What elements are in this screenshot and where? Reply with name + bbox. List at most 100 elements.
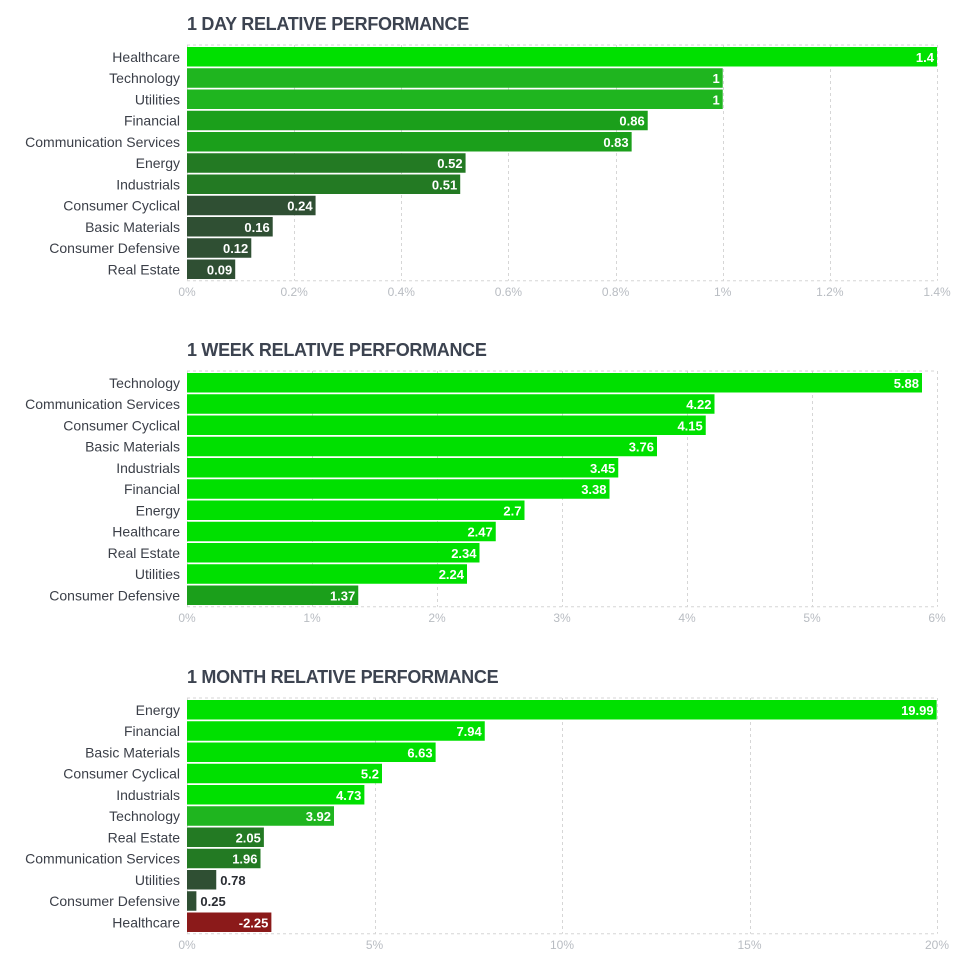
chart-1-month-category-communication-services: Communication Services bbox=[25, 851, 180, 867]
chart-1-day-category-utilities: Utilities bbox=[135, 91, 180, 107]
chart-1-month-value-healthcare: -2.25 bbox=[239, 915, 269, 930]
chart-1-week-bar-technology[interactable] bbox=[187, 373, 922, 393]
chart-1-week-bar-consumer-defensive[interactable] bbox=[187, 585, 359, 606]
chart-1-month-bar-technology[interactable] bbox=[187, 806, 334, 826]
chart-1-week-category-industrials: Industrials bbox=[116, 460, 180, 476]
chart-1-week-bar-healthcare[interactable] bbox=[187, 521, 496, 542]
chart-1-day-value-communication-services: 0.83 bbox=[603, 135, 628, 150]
chart-1-week-bar-real-estate[interactable] bbox=[187, 543, 480, 563]
chart-1-week-value-technology: 5.88 bbox=[894, 376, 919, 391]
chart-1-week-value-financial: 3.38 bbox=[581, 482, 606, 497]
chart-1-day-tick-label: 0% bbox=[178, 285, 196, 299]
chart-1-day-value-consumer-cyclical: 0.24 bbox=[287, 199, 313, 214]
chart-1-week-bar-consumer-cyclical[interactable] bbox=[187, 415, 706, 436]
chart-1-month-bar-financial[interactable] bbox=[187, 721, 485, 741]
chart-1-day-bar-consumer-defensive[interactable] bbox=[187, 238, 252, 258]
chart-1-day-value-energy: 0.52 bbox=[437, 156, 462, 171]
chart-1-week-value-energy: 2.7 bbox=[503, 503, 521, 518]
chart-1-week-tick-label: 0% bbox=[178, 611, 196, 625]
chart-1-week-tick-label: 6% bbox=[928, 611, 946, 625]
chart-1-month-category-real-estate: Real Estate bbox=[108, 829, 181, 845]
chart-1-day-title: 1 DAY RELATIVE PERFORMANCE bbox=[187, 14, 469, 34]
chart-1-day-bar-energy[interactable] bbox=[187, 153, 466, 173]
chart-1-month-category-consumer-defensive: Consumer Defensive bbox=[49, 893, 180, 909]
chart-1-day-bar-healthcare[interactable] bbox=[187, 47, 937, 67]
chart-1-week-category-utilities: Utilities bbox=[135, 566, 180, 582]
chart-1-day-value-consumer-defensive: 0.12 bbox=[223, 241, 248, 256]
chart-1-month-bar-basic-materials[interactable] bbox=[187, 742, 436, 763]
chart-1-month-bar-energy[interactable] bbox=[187, 700, 937, 720]
chart-1-week: 1 WEEK RELATIVE PERFORMANCE 0% 1% 2% 3% 4% 5% 6… bbox=[0, 326, 968, 650]
chart-1-day-tick-label: 1.4% bbox=[923, 285, 951, 299]
chart-1-day-bar-utilities[interactable] bbox=[187, 89, 723, 110]
chart-1-day-bar-financial[interactable] bbox=[187, 110, 648, 131]
chart-1-week-value-utilities: 2.24 bbox=[439, 567, 465, 582]
chart-1-week-bar-industrials[interactable] bbox=[187, 458, 619, 478]
chart-1-month-category-technology: Technology bbox=[109, 808, 180, 824]
chart-1-day-bar-consumer-cyclical[interactable] bbox=[187, 195, 316, 216]
chart-1-week-category-basic-materials: Basic Materials bbox=[85, 439, 180, 455]
chart-1-month: 1 MONTH RELATIVE PERFORMANCE 0% 5% 10% 15% 20… bbox=[0, 653, 968, 972]
chart-1-week-category-financial: Financial bbox=[124, 481, 180, 497]
chart-1-week-tick-label: 1% bbox=[303, 611, 321, 625]
chart-1-day-bar-real-estate[interactable] bbox=[187, 259, 236, 280]
chart-1-month-tick-label: 10% bbox=[550, 938, 574, 952]
chart-1-week-bar-financial[interactable] bbox=[187, 479, 610, 499]
chart-1-day-value-real-estate: 0.09 bbox=[207, 262, 232, 277]
chart-1-month-category-financial: Financial bbox=[124, 723, 180, 739]
chart-1-day-category-consumer-defensive: Consumer Defensive bbox=[49, 240, 180, 256]
chart-1-day-category-healthcare: Healthcare bbox=[112, 49, 180, 65]
chart-1-week-category-real-estate: Real Estate bbox=[108, 545, 181, 561]
chart-1-week-bar-utilities[interactable] bbox=[187, 564, 467, 584]
chart-1-week-value-industrials: 3.45 bbox=[590, 461, 615, 476]
chart-1-day: 1 DAY RELATIVE PERFORMANCE 0% 0.2% 0.4% 0.6%… bbox=[0, 0, 968, 324]
chart-1-month-value-consumer-defensive: 0.25 bbox=[200, 894, 225, 909]
chart-1-day-tick-label: 0.8% bbox=[602, 285, 630, 299]
chart-1-month-bar-industrials[interactable] bbox=[187, 785, 365, 805]
chart-1-week-bar-basic-materials[interactable] bbox=[187, 436, 657, 457]
chart-1-month-bar-communication-services[interactable] bbox=[187, 848, 261, 869]
chart-1-month-category-consumer-cyclical: Consumer Cyclical bbox=[63, 766, 180, 782]
chart-1-month-tick-label: 15% bbox=[737, 938, 761, 952]
chart-1-month-bar-consumer-defensive[interactable] bbox=[187, 891, 197, 911]
chart-1-week-bar-communication-services[interactable] bbox=[187, 394, 715, 414]
chart-1-day-category-financial: Financial bbox=[124, 113, 180, 129]
chart-1-day-bar-communication-services[interactable] bbox=[187, 132, 632, 152]
chart-1-day-svg: 1 DAY RELATIVE PERFORMANCE 0% 0.2% 0.4% 0.6%… bbox=[25, 14, 951, 299]
chart-1-month-title: 1 MONTH RELATIVE PERFORMANCE bbox=[187, 667, 499, 687]
chart-1-day-bar-basic-materials[interactable] bbox=[187, 217, 273, 237]
chart-1-week-value-communication-services: 4.22 bbox=[686, 397, 711, 412]
chart-1-week-svg: 1 WEEK RELATIVE PERFORMANCE 0% 1% 2% 3% 4% 5% 6… bbox=[25, 340, 946, 625]
chart-1-week-value-basic-materials: 3.76 bbox=[629, 440, 654, 455]
chart-1-month-value-communication-services: 1.96 bbox=[232, 852, 257, 867]
chart-1-month-value-consumer-cyclical: 5.2 bbox=[361, 767, 379, 782]
chart-1-day-bar-industrials[interactable] bbox=[187, 174, 461, 195]
chart-1-day-value-healthcare: 1.4 bbox=[916, 50, 935, 65]
chart-1-week-value-real-estate: 2.34 bbox=[451, 546, 477, 561]
chart-1-week-category-technology: Technology bbox=[109, 375, 180, 391]
chart-1-month-bar-healthcare[interactable] bbox=[187, 912, 272, 933]
chart-1-month-bar-consumer-cyclical[interactable] bbox=[187, 763, 382, 784]
chart-1-month-value-financial: 7.94 bbox=[456, 724, 482, 739]
chart-1-day-value-basic-materials: 0.16 bbox=[244, 220, 269, 235]
chart-1-day-tick-label: 0.4% bbox=[388, 285, 416, 299]
chart-1-day-tick-label: 1% bbox=[714, 285, 732, 299]
chart-1-day-category-real-estate: Real Estate bbox=[108, 261, 181, 277]
chart-1-week-category-healthcare: Healthcare bbox=[112, 524, 180, 540]
chart-1-week-title: 1 WEEK RELATIVE PERFORMANCE bbox=[187, 340, 487, 360]
chart-1-month-tick-label: 5% bbox=[366, 938, 384, 952]
chart-1-month-category-industrials: Industrials bbox=[116, 787, 180, 803]
chart-1-day-tick-label: 0.6% bbox=[495, 285, 523, 299]
chart-1-week-bar-energy[interactable] bbox=[187, 500, 525, 521]
chart-1-day-category-technology: Technology bbox=[109, 70, 180, 86]
chart-1-day-bar-technology[interactable] bbox=[187, 68, 723, 88]
chart-1-month-category-energy: Energy bbox=[136, 702, 180, 718]
chart-1-month-svg: 1 MONTH RELATIVE PERFORMANCE 0% 5% 10% 15% 20… bbox=[25, 667, 949, 952]
chart-1-day-category-energy: Energy bbox=[136, 155, 180, 171]
chart-1-day-category-communication-services: Communication Services bbox=[25, 134, 180, 150]
chart-1-month-bar-real-estate[interactable] bbox=[187, 827, 264, 848]
chart-1-week-tick-label: 4% bbox=[678, 611, 696, 625]
chart-1-month-bar-utilities[interactable] bbox=[187, 870, 217, 890]
chart-1-month-category-healthcare: Healthcare bbox=[112, 914, 180, 930]
chart-1-week-tick-label: 5% bbox=[803, 611, 821, 625]
